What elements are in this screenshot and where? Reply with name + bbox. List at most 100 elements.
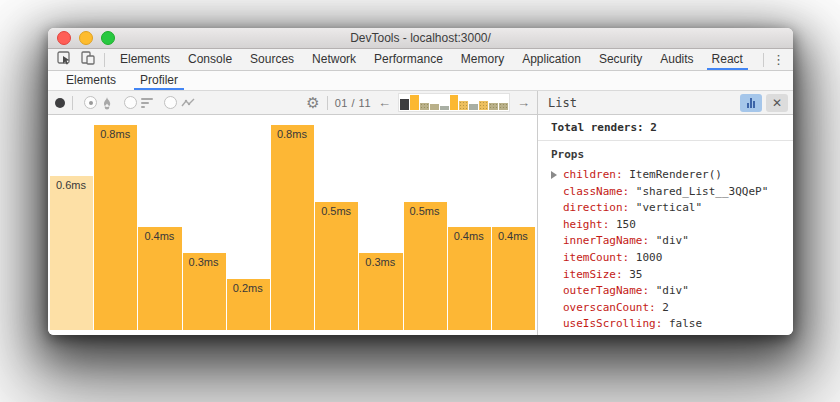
- react-tabs: ElementsProfiler: [54, 71, 190, 90]
- ranked-chart-radio[interactable]: [124, 96, 153, 109]
- commit-bar-5[interactable]: 0.2ms: [227, 279, 270, 330]
- prop-name: itemCount:: [563, 250, 629, 267]
- commit-bar-11[interactable]: 0.4ms: [492, 227, 535, 330]
- react-tab-elements[interactable]: Elements: [54, 71, 128, 90]
- props-heading: Props: [551, 148, 793, 161]
- devtools-tab-audits[interactable]: Audits: [651, 49, 702, 70]
- profiler-toolbar: ⚙ 01 / 11 ← →: [48, 91, 537, 115]
- settings-gear-icon[interactable]: ⚙: [306, 95, 319, 110]
- toolbar-divider: [72, 96, 73, 110]
- prop-name: height:: [563, 217, 609, 234]
- prop-row-itemCount: itemCount: 1000: [551, 250, 793, 267]
- interactions-icon: [181, 98, 196, 108]
- minichart-commit-5[interactable]: [440, 106, 449, 110]
- prop-value: false: [662, 316, 702, 333]
- prop-name: outerTagName:: [563, 283, 649, 300]
- window-title: DevTools - localhost:3000/: [48, 31, 793, 45]
- component-chart-toggle-button[interactable]: [740, 94, 762, 112]
- prop-row-useIsScrolling: useIsScrolling: false: [551, 316, 793, 333]
- devtools-tab-elements[interactable]: Elements: [111, 49, 179, 70]
- bar-duration-label: 0.4ms: [144, 230, 174, 242]
- prop-value: ItemRenderer(): [623, 167, 722, 184]
- commit-bar-9[interactable]: 0.5ms: [404, 202, 447, 330]
- flame-chart-radio[interactable]: [84, 96, 113, 110]
- react-tab-profiler[interactable]: Profiler: [128, 71, 190, 90]
- prop-name: innerTagName:: [563, 233, 649, 250]
- commit-bar-7[interactable]: 0.5ms: [315, 202, 358, 330]
- record-icon[interactable]: [55, 98, 65, 108]
- bar-duration-label: 0.5ms: [410, 205, 440, 217]
- prop-name: children:: [563, 167, 623, 184]
- devtools-tab-sources[interactable]: Sources: [241, 49, 303, 70]
- minichart-commit-10[interactable]: [489, 103, 498, 111]
- minichart-commit-7[interactable]: [459, 101, 468, 110]
- prop-value: "shared_List__3QQeP": [629, 184, 768, 201]
- prop-row-children[interactable]: children: ItemRenderer(): [551, 167, 793, 184]
- devtools-tab-application[interactable]: Application: [513, 49, 590, 70]
- profiler-content: ⚙ 01 / 11 ← → 0.6ms 0.8ms 0.4ms 0.3ms 0.2ms 0…: [48, 91, 793, 335]
- profiler-left-pane: ⚙ 01 / 11 ← → 0.6ms 0.8ms 0.4ms 0.3ms 0.2ms 0…: [48, 91, 537, 335]
- prev-commit-arrow-icon[interactable]: ←: [378, 97, 391, 109]
- minichart-commit-9[interactable]: [479, 101, 488, 110]
- total-renders-row: Total renders: 2: [538, 115, 793, 141]
- minichart-commit-11[interactable]: [499, 103, 508, 111]
- toolbar-divider: [104, 53, 105, 67]
- devtools-tab-security[interactable]: Security: [590, 49, 651, 70]
- bar-duration-label: 0.6ms: [56, 179, 86, 191]
- next-commit-arrow-icon[interactable]: →: [517, 97, 530, 109]
- prop-row-height: height: 150: [551, 217, 793, 234]
- prop-row-innerTagName: innerTagName: "div": [551, 233, 793, 250]
- commit-bar-3[interactable]: 0.4ms: [138, 227, 181, 330]
- minichart-commit-2[interactable]: [410, 95, 419, 110]
- commit-bar-10[interactable]: 0.4ms: [448, 227, 491, 330]
- commit-bar-6[interactable]: 0.8ms: [271, 125, 314, 330]
- interactions-radio[interactable]: [164, 96, 196, 109]
- total-renders-value: 2: [650, 121, 657, 134]
- overflow-menu-icon[interactable]: ⋮: [764, 52, 793, 67]
- minichart-commit-1[interactable]: [400, 99, 409, 110]
- react-devtools-tab-bar: ElementsProfiler: [48, 71, 793, 91]
- commit-selector-minichart[interactable]: [398, 93, 510, 112]
- toolbar-divider: [327, 96, 328, 110]
- selected-component-name: List: [548, 96, 736, 110]
- title-bar[interactable]: DevTools - localhost:3000/: [48, 28, 793, 49]
- expand-arrow-icon[interactable]: [551, 171, 563, 179]
- ranked-chart-icon: [141, 98, 153, 108]
- props-section: Props children: ItemRenderer()className:…: [538, 141, 793, 335]
- close-icon: ✕: [772, 96, 782, 110]
- bar-duration-label: 0.3ms: [189, 256, 219, 268]
- minichart-commit-4[interactable]: [430, 104, 439, 110]
- devtools-toolbar-icons: [48, 51, 111, 68]
- prop-name: direction:: [563, 200, 629, 217]
- minichart-commit-8[interactable]: [469, 104, 478, 110]
- minichart-commit-6[interactable]: [450, 95, 459, 110]
- prop-name: itemSize:: [563, 267, 623, 284]
- bar-duration-label: 0.8ms: [277, 128, 307, 140]
- commit-bar-8[interactable]: 0.3ms: [359, 253, 402, 330]
- devtools-window: DevTools - localhost:3000/ ElementsConso…: [48, 28, 793, 335]
- bar-duration-label: 0.4ms: [498, 230, 528, 242]
- prop-name: overscanCount:: [563, 300, 656, 317]
- commit-bar-2[interactable]: 0.8ms: [94, 125, 137, 330]
- devtools-tab-performance[interactable]: Performance: [365, 49, 452, 70]
- commit-bar-4[interactable]: 0.3ms: [183, 253, 226, 330]
- prop-row-width: width: 300: [551, 333, 793, 335]
- bar-duration-label: 0.8ms: [100, 128, 130, 140]
- devtools-tab-react[interactable]: React: [703, 49, 752, 70]
- prop-value: 35: [623, 267, 643, 284]
- minichart-commit-3[interactable]: [420, 103, 429, 111]
- component-panel-body: Total renders: 2 Props children: ItemRen…: [538, 115, 793, 335]
- bar-duration-label: 0.3ms: [365, 256, 395, 268]
- devtools-tab-network[interactable]: Network: [303, 49, 365, 70]
- prop-name: width:: [563, 333, 603, 335]
- prop-row-overscanCount: overscanCount: 2: [551, 300, 793, 317]
- prop-value: 2: [656, 300, 669, 317]
- device-toolbar-icon[interactable]: [81, 51, 95, 68]
- devtools-tab-console[interactable]: Console: [179, 49, 241, 70]
- prop-value: 1000: [629, 250, 662, 267]
- devtools-tab-memory[interactable]: Memory: [452, 49, 513, 70]
- prop-row-itemSize: itemSize: 35: [551, 267, 793, 284]
- inspect-element-icon[interactable]: [57, 51, 72, 68]
- commit-bar-1[interactable]: 0.6ms: [50, 176, 93, 330]
- close-panel-button[interactable]: ✕: [766, 94, 788, 112]
